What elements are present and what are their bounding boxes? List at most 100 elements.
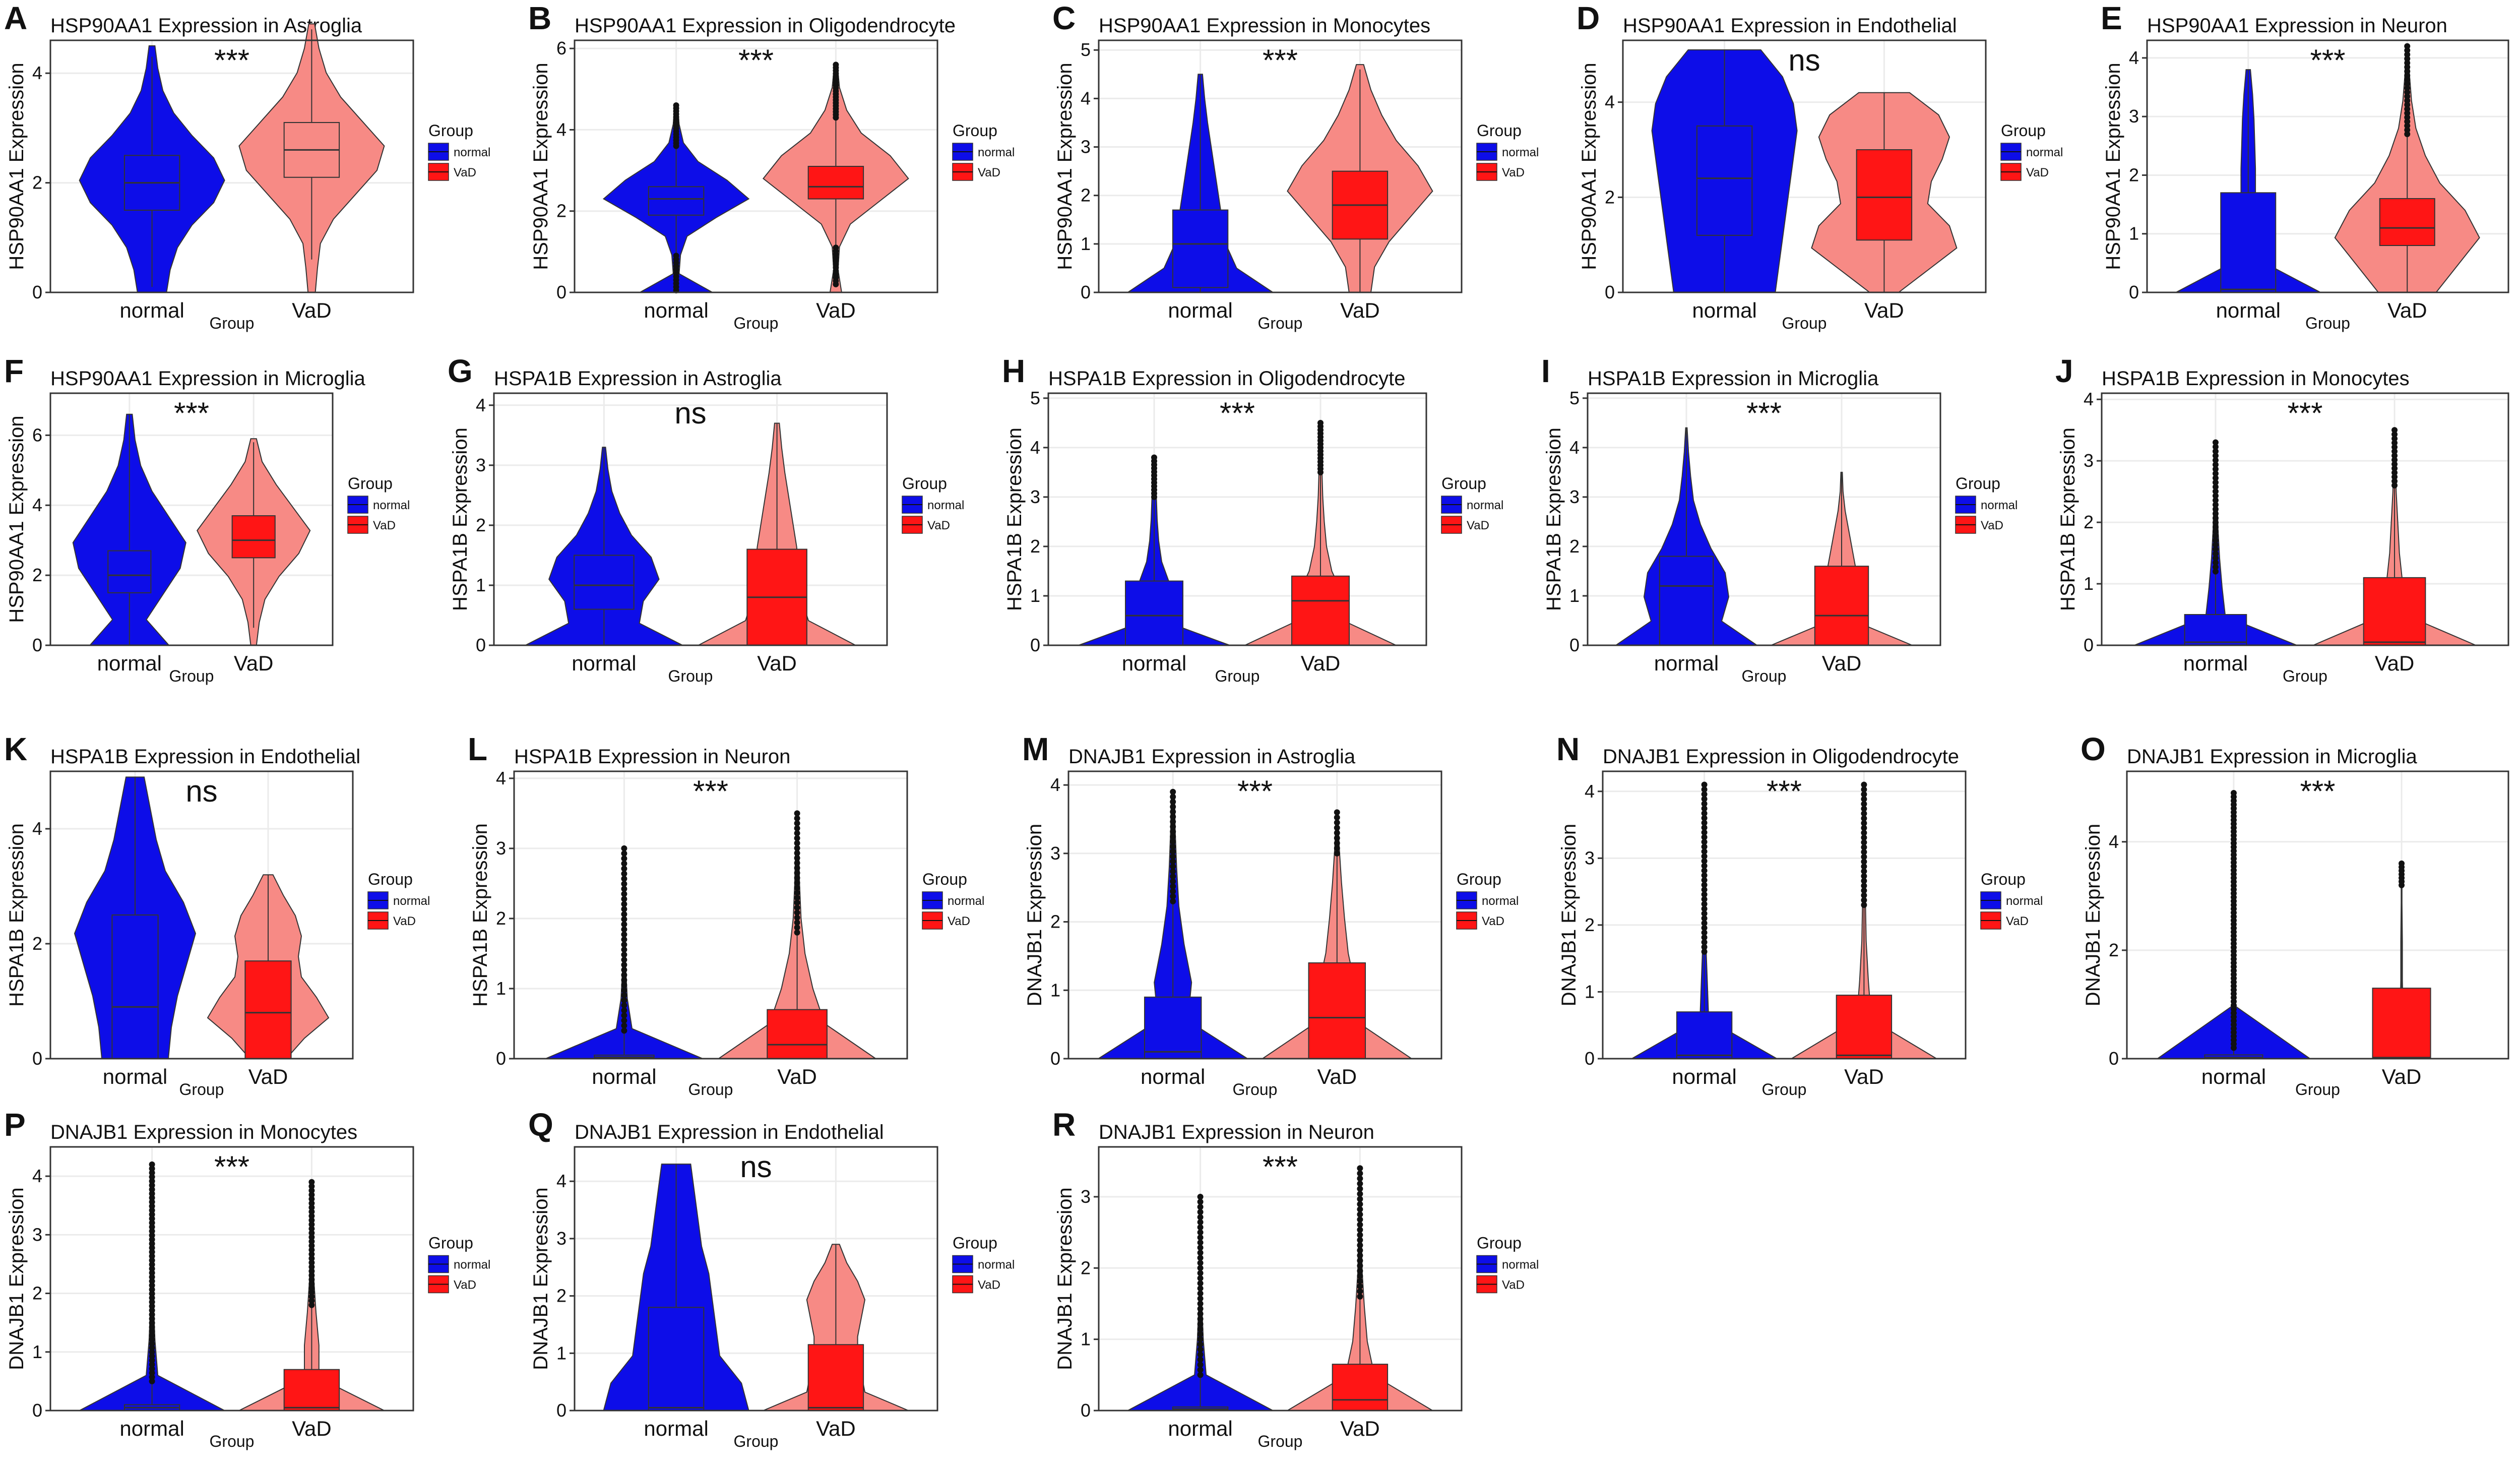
y-tick-label: 2 xyxy=(2109,940,2119,960)
outlier-point xyxy=(1701,939,1708,945)
legend-label: normal xyxy=(1482,894,1519,908)
outlier-point xyxy=(149,1274,155,1280)
y-tick-label: 2 xyxy=(1081,185,1091,206)
outlier-point xyxy=(308,1230,315,1236)
violin-normal xyxy=(79,45,225,293)
outlier-point xyxy=(2391,478,2398,484)
outlier-point xyxy=(1861,801,1867,807)
outlier-point xyxy=(149,1207,155,1213)
outlier-point xyxy=(1861,853,1867,860)
outlier-point xyxy=(1861,834,1867,841)
outlier-point xyxy=(2212,466,2219,472)
outlier-point xyxy=(1197,1372,1204,1378)
outlier-point xyxy=(2212,497,2219,504)
significance-label: *** xyxy=(693,774,728,808)
panel-r: R DNAJB1 Expression in Neuron 0 1 2 3 *** norma… xyxy=(1052,1107,1539,1450)
x-category-label: normal xyxy=(1168,298,1232,322)
outlier-point xyxy=(149,1303,155,1310)
outlier-point xyxy=(149,1253,155,1259)
outlier-point xyxy=(621,956,627,963)
legend-label: normal xyxy=(1981,499,2018,512)
y-tick-label: 1 xyxy=(2084,573,2094,594)
outlier-point xyxy=(149,1236,155,1243)
panel-q: Q DNAJB1 Expression in Endothelial 0 1 2 3 4 ns… xyxy=(528,1107,1015,1450)
outlier-point xyxy=(621,901,627,907)
legend: Group normal VaD xyxy=(428,121,490,181)
outlier-point xyxy=(2212,493,2219,499)
outlier-point xyxy=(1170,868,1176,875)
violin-normal xyxy=(603,1164,749,1412)
outlier-point xyxy=(2404,97,2411,104)
violin-vad xyxy=(2372,860,2431,1060)
plot-frame xyxy=(2126,770,2509,1060)
outlier-point xyxy=(2404,43,2411,49)
panel-letter: M xyxy=(1022,731,1049,767)
y-axis-label: HSP90AA1 Expression xyxy=(1578,63,1600,270)
outlier-point xyxy=(308,1280,315,1287)
outlier-point xyxy=(1197,1290,1204,1297)
violin-vad xyxy=(238,1179,385,1412)
outlier-point xyxy=(149,1278,155,1285)
outlier-point xyxy=(1357,1288,1363,1295)
x-category-label: normal xyxy=(644,298,708,322)
y-tick-label: 4 xyxy=(32,63,42,83)
outlier-point xyxy=(794,899,800,906)
outlier-point xyxy=(1701,781,1708,788)
plot-area xyxy=(50,1147,413,1411)
outlier-point xyxy=(308,1259,315,1266)
plot-frame xyxy=(2146,39,2509,293)
outlier-point xyxy=(1357,1227,1363,1233)
outlier-point xyxy=(308,1217,315,1224)
violin-vad xyxy=(238,23,385,293)
outlier-point xyxy=(1861,796,1867,803)
violin-normal xyxy=(545,845,703,1060)
outlier-point xyxy=(1197,1341,1204,1348)
outlier-point xyxy=(1357,1278,1363,1285)
legend-label: VaD xyxy=(1981,519,2003,532)
violin-normal xyxy=(602,102,750,293)
outlier-point xyxy=(1701,848,1708,855)
panel-title: HSPA1B Expression in Microglia xyxy=(1588,368,1879,390)
legend: Group normal VaD xyxy=(1476,121,1539,181)
outlier-point xyxy=(621,850,627,857)
outlier-point xyxy=(308,1200,315,1206)
outlier-point xyxy=(2391,427,2398,434)
outlier-point xyxy=(1170,893,1176,899)
violin-normal xyxy=(1096,788,1249,1060)
outlier-point xyxy=(1197,1357,1204,1363)
outlier-point xyxy=(1170,788,1176,795)
box-iqr xyxy=(231,515,276,559)
outlier-point xyxy=(2212,439,2219,446)
outlier-point xyxy=(1701,858,1708,865)
outlier-point xyxy=(2391,444,2398,450)
x-category-label: VaD xyxy=(777,1065,817,1088)
plot-frame xyxy=(49,1146,414,1412)
plot-area xyxy=(1068,771,1441,1059)
outlier-point xyxy=(149,1182,155,1189)
legend-title: Group xyxy=(428,1234,473,1252)
outlier-point xyxy=(2404,81,2411,87)
box-iqr xyxy=(1291,575,1350,646)
y-tick-label: 1 xyxy=(1569,585,1580,606)
outlier-point xyxy=(794,885,800,891)
y-tick-label: 3 xyxy=(2084,450,2094,471)
x-category-label: VaD xyxy=(248,1065,288,1088)
legend-title: Group xyxy=(2001,121,2046,140)
y-tick-label: 2 xyxy=(32,933,42,954)
outlier-point xyxy=(1701,915,1708,922)
box-iqr xyxy=(1144,996,1202,1060)
y-tick-label: 5 xyxy=(1569,388,1580,408)
outlier-point xyxy=(1701,901,1708,907)
x-axis-title: Group xyxy=(2295,1080,2340,1098)
outlier-point xyxy=(621,982,627,989)
outlier-point xyxy=(1170,804,1176,810)
outlier-point xyxy=(2212,479,2219,486)
outlier-point xyxy=(149,1349,155,1356)
panel-letter: B xyxy=(528,0,551,36)
x-category-label: VaD xyxy=(1822,651,1862,675)
outlier-point xyxy=(621,856,627,862)
outlier-point xyxy=(2404,118,2411,125)
outlier-point xyxy=(149,1378,155,1384)
outlier-point xyxy=(1357,1216,1363,1223)
violin-vad xyxy=(207,874,330,1059)
